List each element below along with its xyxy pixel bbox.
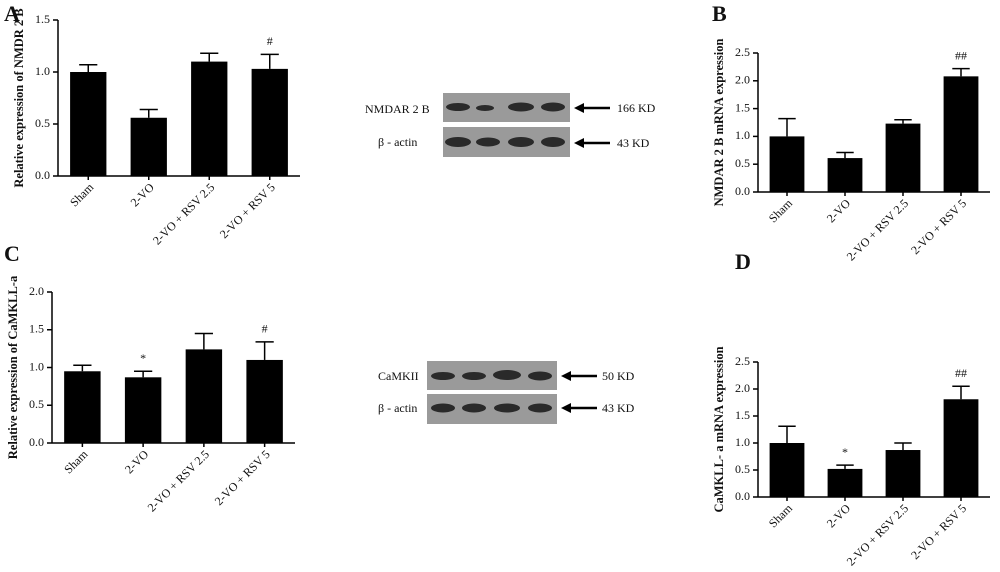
y-tick-label: 0.5: [29, 397, 44, 411]
panel-letter: C: [4, 241, 20, 266]
bar: [943, 76, 979, 192]
x-tick-label: 2-VO: [122, 447, 151, 476]
y-tick-label: 1.0: [35, 64, 50, 78]
bar: [191, 61, 228, 176]
blot-label: CaMKII: [378, 369, 419, 383]
annotation: *: [842, 445, 848, 459]
x-tick-label: 2-VO + RSV 5: [217, 180, 278, 241]
blot-label: β - actin: [378, 401, 417, 415]
panel-letter: B: [712, 1, 727, 26]
y-tick-label: 1.5: [35, 12, 50, 26]
y-tick-label: 1.0: [735, 435, 750, 449]
x-tick-label: 2-VO + RSV 2.5: [145, 447, 212, 514]
y-tick-label: 0.5: [35, 116, 50, 130]
y-tick-label: 0.0: [735, 184, 750, 198]
annotation: #: [267, 34, 273, 48]
x-tick-label: Sham: [67, 180, 97, 210]
blot-size: 43 KD: [602, 401, 635, 415]
western-blot: [443, 93, 610, 157]
bar: [885, 450, 921, 497]
blot-label: β - actin: [378, 135, 417, 149]
bar: [64, 371, 101, 443]
bar: [124, 377, 162, 443]
bar: [827, 158, 863, 192]
western-blot: [427, 361, 597, 424]
x-tick-label: 2-VO: [824, 501, 853, 530]
y-axis-label: Relative expression of NMDR 2 B: [12, 8, 26, 187]
bar: [769, 443, 805, 497]
panel-letter: D: [735, 249, 751, 274]
y-tick-label: 1.5: [735, 100, 750, 114]
y-tick-label: 1.5: [735, 408, 750, 422]
x-tick-label: 2-VO + RSV 5: [212, 447, 273, 508]
y-tick-label: 0.0: [35, 168, 50, 182]
y-tick-label: 0.5: [735, 156, 750, 170]
blot-size: 50 KD: [602, 369, 635, 383]
x-tick-label: 2-VO + RSV 2.5: [844, 196, 911, 263]
y-axis-label: CaMKLL- a mRNA expression: [712, 346, 726, 512]
x-tick-label: Sham: [61, 447, 91, 477]
annotation: ##: [955, 366, 967, 380]
y-tick-label: 2.5: [735, 354, 750, 368]
bar: [769, 136, 805, 192]
x-tick-label: Sham: [766, 501, 796, 531]
bar: [943, 399, 979, 497]
y-tick-label: 2.0: [735, 381, 750, 395]
x-tick-label: 2-VO + RSV 2.5: [844, 501, 911, 568]
y-tick-label: 2.0: [735, 73, 750, 87]
bar: [246, 359, 283, 443]
y-axis-label: NMDAR 2 B mRNA expression: [712, 39, 726, 207]
x-tick-label: Sham: [766, 196, 796, 226]
y-tick-label: 1.5: [29, 322, 44, 336]
y-tick-label: 1.0: [29, 359, 44, 373]
x-tick-label: 2-VO + RSV 2.5: [150, 180, 217, 247]
blot-size: 43 KD: [617, 136, 650, 150]
blot-size: 166 KD: [617, 101, 656, 115]
bar: [185, 349, 223, 443]
x-tick-label: 2-VO + RSV 5: [908, 196, 969, 257]
bar: [130, 117, 167, 176]
bar: [251, 68, 288, 176]
y-tick-label: 2.0: [29, 284, 44, 298]
annotation: *: [140, 351, 146, 365]
y-tick-label: 0.5: [735, 462, 750, 476]
x-tick-label: 2-VO + RSV 5: [908, 501, 969, 562]
annotation: ##: [955, 48, 967, 62]
y-tick-label: 2.5: [735, 45, 750, 59]
y-tick-label: 1.0: [735, 128, 750, 142]
y-tick-label: 0.0: [29, 435, 44, 449]
annotation: #: [262, 322, 268, 336]
y-tick-label: 0.0: [735, 489, 750, 503]
bar: [885, 123, 921, 192]
y-axis-label: Relative expression of CaMKLL-a: [6, 275, 20, 459]
x-tick-label: 2-VO: [128, 180, 157, 209]
panel-letter: A: [4, 1, 20, 26]
blot-label: NMDAR 2 B: [365, 102, 430, 116]
bar: [827, 468, 863, 497]
x-tick-label: 2-VO: [824, 196, 853, 225]
bar: [70, 72, 107, 176]
